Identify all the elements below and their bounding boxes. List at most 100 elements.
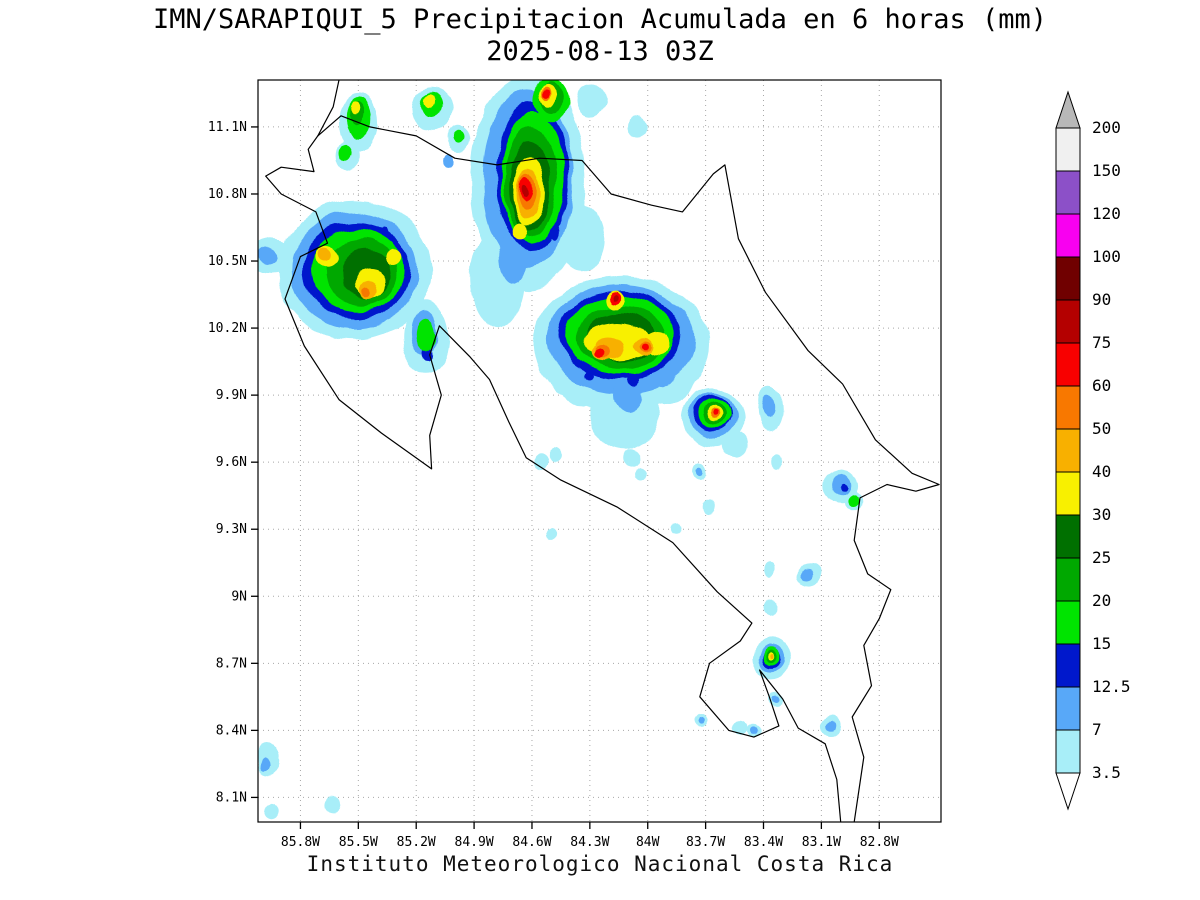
colorbar: 200 150 120 100 90 75 60 50 40 30 25 20 15 12.5 7 3.5	[1055, 90, 1131, 811]
precip-cell	[452, 129, 465, 143]
colorbar-band	[1055, 213, 1081, 258]
precip-cell	[771, 455, 783, 469]
colorbar-band	[1055, 385, 1081, 430]
lon-tick-label: 83.4W	[744, 835, 783, 850]
lat-tick-label: 10.2N	[208, 321, 247, 336]
lon-tick-label: 84.6W	[512, 835, 551, 850]
lon-tick-label: 84W	[636, 835, 660, 850]
colorbar-tick-label: 7	[1092, 720, 1102, 739]
figure-title: IMN/SARAPIQUI_5 Precipitacion Acumulada …	[152, 4, 1048, 35]
precip-cell	[703, 500, 716, 514]
precip-cell	[846, 496, 858, 508]
lat-tick-label: 9N	[231, 589, 247, 604]
precip-cell	[750, 726, 758, 735]
precip-cell	[802, 568, 814, 580]
lat-tick-label: 11.1N	[208, 120, 247, 135]
colorbar-tick-label: 30	[1092, 505, 1111, 524]
precip-cell	[574, 84, 606, 116]
colorbar-band	[1055, 729, 1081, 774]
colorbar-tick-label: 60	[1092, 376, 1111, 395]
coastline-path	[265, 135, 842, 822]
precip-cell	[671, 523, 682, 535]
coastline-path	[317, 80, 940, 822]
colorbar-band	[1055, 600, 1081, 645]
precip-cell	[542, 88, 549, 98]
precip-cell	[838, 482, 847, 492]
precip-cell	[770, 654, 775, 659]
colorbar-band	[1055, 127, 1081, 172]
precip-cell	[258, 247, 278, 266]
colorbar-band	[1055, 643, 1081, 688]
plot-frame	[257, 79, 942, 823]
precip-cell	[613, 377, 644, 413]
colorbar-band	[1055, 342, 1081, 387]
precip-cell	[258, 741, 280, 778]
precip-cell	[628, 372, 640, 387]
precip-cell	[550, 448, 564, 463]
colorbar-band	[1055, 686, 1081, 731]
precip-cell	[696, 715, 704, 723]
colorbar-tick-label: 120	[1092, 204, 1121, 223]
precip-cell	[512, 223, 529, 241]
colorbar-band	[1055, 471, 1081, 516]
precip-cell	[636, 466, 648, 480]
lon-tick-label: 84.9W	[455, 835, 494, 850]
precip-cell	[263, 801, 280, 820]
precip-cell	[416, 319, 436, 351]
coastline-layer	[265, 80, 940, 822]
colorbar-arrow-down	[1055, 772, 1081, 811]
precip-cell	[585, 370, 595, 380]
colorbar-tick-label: 15	[1092, 634, 1111, 653]
precip-cell	[259, 759, 269, 773]
lon-tick-label: 85.8W	[281, 835, 320, 850]
precip-layer	[258, 80, 862, 820]
colorbar-band	[1055, 428, 1081, 473]
colorbar-band	[1055, 299, 1081, 344]
figure-subtitle: 2025-08-13 03Z	[486, 36, 714, 67]
colorbar-tick-label: 20	[1092, 591, 1111, 610]
precip-cell	[384, 247, 402, 266]
precip-cell	[721, 430, 749, 458]
colorbar-tick-label: 150	[1092, 161, 1121, 180]
precip-cell	[640, 343, 648, 349]
precip-cell	[558, 205, 606, 273]
lon-tick-label: 83.1W	[802, 835, 841, 850]
axis-label-layer: 85.8W 85.5W 85.2W 84.9W 84.6W 84.3W 84W 83.7W 83…	[208, 120, 899, 850]
precip-cell	[826, 721, 836, 731]
precip-cell	[326, 796, 341, 812]
colorbar-tick-label: 200	[1092, 118, 1121, 137]
lon-tick-label: 85.5W	[339, 835, 378, 850]
frame-layer	[251, 79, 942, 829]
lat-tick-label: 9.3N	[216, 522, 247, 537]
colorbar-tick-label: 100	[1092, 247, 1121, 266]
precip-cell	[550, 224, 560, 240]
colorbar-tick-label: 90	[1092, 290, 1111, 309]
colorbar-band	[1055, 557, 1081, 602]
precip-cell	[361, 287, 371, 297]
lat-tick-label: 8.1N	[216, 790, 247, 805]
grid-layer	[258, 80, 941, 822]
colorbar-tick-label: 50	[1092, 419, 1111, 438]
colorbar-tick-label: 12.5	[1092, 677, 1131, 696]
precip-cell	[522, 185, 529, 198]
lon-tick-label: 85.2W	[397, 835, 436, 850]
plot-area	[258, 80, 940, 822]
colorbar-band	[1055, 256, 1081, 301]
lat-tick-label: 8.4N	[216, 723, 247, 738]
precip-cell	[695, 466, 704, 476]
lon-tick-label: 82.8W	[860, 835, 899, 850]
precip-cell	[763, 562, 776, 577]
precip-cell	[712, 409, 719, 416]
lat-tick-label: 10.8N	[208, 187, 247, 202]
figure-footer: Instituto Meteorologico Nacional Costa R…	[306, 852, 894, 876]
precip-cell	[643, 332, 671, 355]
colorbar-tick-label: 75	[1092, 333, 1111, 352]
lat-tick-label: 10.5N	[208, 254, 247, 269]
precip-cell	[533, 453, 550, 472]
precip-cell	[318, 247, 333, 261]
lat-tick-label: 9.6N	[216, 455, 247, 470]
precip-cell	[760, 395, 775, 418]
lon-tick-label: 83.7W	[686, 835, 725, 850]
